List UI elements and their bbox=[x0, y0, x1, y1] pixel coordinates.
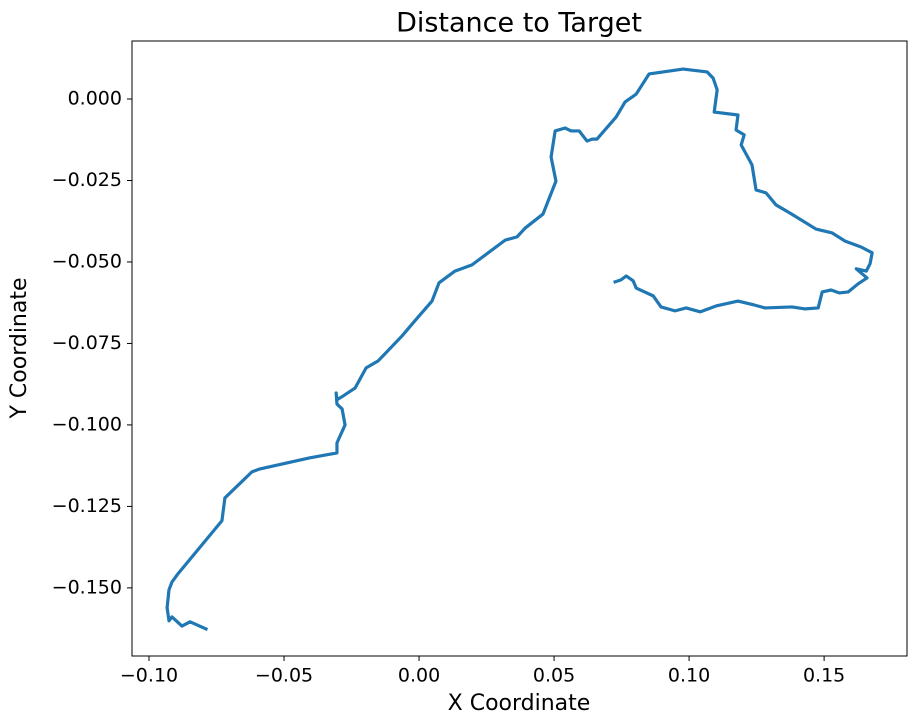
y-tick-label: −0.025 bbox=[52, 169, 122, 191]
x-tick-label: −0.05 bbox=[255, 665, 313, 687]
y-tick-label: −0.100 bbox=[52, 413, 122, 435]
chart-title: Distance to Target bbox=[396, 8, 642, 39]
plot-frame bbox=[131, 40, 908, 657]
y-tick-label: −0.075 bbox=[52, 332, 122, 354]
y-tick-label: −0.150 bbox=[52, 576, 122, 598]
x-tick-label: 0.15 bbox=[803, 665, 845, 687]
x-tick-label: 0.00 bbox=[398, 665, 440, 687]
y-tick-label: 0.000 bbox=[68, 88, 122, 110]
data-line bbox=[165, 67, 874, 632]
x-tick-label: −0.10 bbox=[120, 665, 178, 687]
x-axis-label: X Coordinate bbox=[448, 691, 591, 716]
x-tick-label: 0.05 bbox=[533, 665, 575, 687]
x-tick-label: 0.10 bbox=[668, 665, 710, 687]
y-tick-label: −0.125 bbox=[52, 495, 122, 517]
y-tick-label: −0.050 bbox=[52, 250, 122, 272]
y-axis-label: Y Coordinate bbox=[7, 277, 32, 419]
